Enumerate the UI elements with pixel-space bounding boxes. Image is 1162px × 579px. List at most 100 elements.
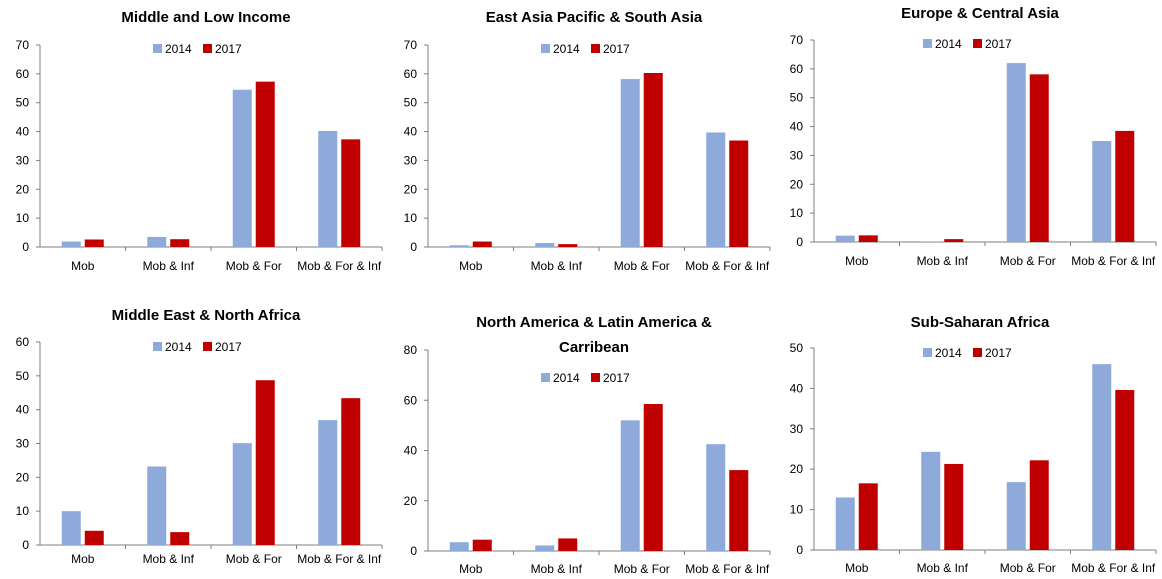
y-tick-label: 0 [22, 240, 29, 254]
legend-swatch-2014 [541, 373, 550, 382]
bar-2017-mob-inf [170, 239, 190, 247]
legend-label-2014: 2014 [165, 340, 192, 354]
x-tick-label: Mob [459, 562, 483, 576]
y-tick-label: 80 [404, 343, 418, 357]
x-tick-label: Mob & For & Inf [297, 259, 382, 273]
bar-2017-mob-for-inf [729, 470, 749, 551]
bar-2014-mob [61, 241, 81, 247]
y-tick-label: 30 [16, 153, 30, 167]
legend-swatch-2017 [591, 44, 600, 53]
legend-label-2014: 2014 [935, 37, 962, 51]
y-tick-label: 40 [16, 125, 30, 139]
legend-swatch-2017 [973, 348, 982, 357]
legend-swatch-2014 [153, 44, 162, 53]
y-tick-label: 10 [16, 504, 30, 518]
bar-2017-mob-for-inf [341, 139, 361, 247]
legend-swatch-2014 [923, 39, 932, 48]
y-tick-label: 30 [790, 148, 804, 162]
legend-label-2014: 2014 [935, 346, 962, 360]
legend-swatch-2014 [541, 44, 550, 53]
y-tick-label: 40 [790, 120, 804, 134]
bar-2017-mob-for-inf [341, 398, 361, 545]
bar-2017-mob-for-inf [1115, 130, 1135, 242]
chart-svg: North America & Latin America & Carribean… [404, 314, 771, 576]
y-tick-label: 10 [16, 211, 30, 225]
bar-2017-mob-for-inf [1115, 390, 1135, 550]
bar-2017-mob [84, 530, 104, 545]
bar-2014-mob [835, 235, 855, 242]
bar-2014-mob [61, 511, 81, 545]
bar-2014-mob-inf [921, 241, 941, 242]
legend-label-2017: 2017 [603, 371, 630, 385]
legend-label-2014: 2014 [553, 42, 580, 56]
bar-2017-mob [84, 239, 104, 247]
bar-2014-mob-for-inf [1092, 364, 1112, 550]
y-tick-label: 20 [404, 182, 418, 196]
legend-label-2014: 2014 [553, 371, 580, 385]
legend-label-2017: 2017 [603, 42, 630, 56]
y-tick-label: 70 [790, 33, 804, 47]
bar-2017-mob-for [643, 404, 663, 551]
bar-2017-mob [472, 539, 492, 551]
chart-title: Sub-Saharan Africa [911, 314, 1050, 331]
chart-svg: Middle East & North Africa 0 10 20 30 40 50 60 M… [16, 307, 383, 566]
bar-2014-mob [449, 245, 469, 247]
legend-label-2017: 2017 [985, 37, 1012, 51]
chart-panel-north-latin-america: North America & Latin America & Carribean… [388, 290, 776, 579]
y-tick-label: 20 [16, 470, 30, 484]
x-tick-label: Mob & For & Inf [297, 552, 382, 566]
x-tick-label: Mob & Inf [143, 259, 195, 273]
bar-2014-mob [835, 497, 855, 550]
bar-2017-mob-inf [944, 239, 964, 242]
y-tick-label: 60 [404, 67, 418, 81]
x-tick-label: Mob & For [1000, 561, 1056, 575]
bar-2017-mob-for-inf [729, 140, 749, 247]
y-tick-label: 20 [790, 462, 804, 476]
bar-2014-mob-for [1006, 63, 1026, 243]
x-tick-label: Mob & Inf [531, 562, 583, 576]
y-tick-label: 50 [16, 96, 30, 110]
y-tick-label: 30 [404, 153, 418, 167]
y-tick-label: 50 [16, 369, 30, 383]
y-tick-label: 0 [410, 544, 417, 558]
x-tick-label: Mob & Inf [143, 552, 195, 566]
bar-2017-mob [472, 241, 492, 247]
x-tick-label: Mob & For & Inf [685, 562, 770, 576]
bar-2017-mob-for [1029, 74, 1049, 242]
bar-2017-mob-inf [170, 532, 190, 545]
x-tick-label: Mob [845, 254, 869, 268]
y-tick-label: 40 [16, 403, 30, 417]
bar-2014-mob-for-inf [706, 132, 726, 247]
bar-2014-mob [449, 542, 469, 551]
legend-swatch-2017 [591, 373, 600, 382]
x-tick-label: Mob & For [226, 552, 282, 566]
chart-panel-middle-low-income: Middle and Low Income 0 10 20 30 40 50 60 70 Mob M… [0, 0, 388, 290]
chart-title: Carribean [559, 339, 629, 356]
bar-2014-mob-for-inf [1092, 141, 1112, 242]
bar-2014-mob-for [232, 443, 252, 545]
y-tick-label: 30 [790, 422, 804, 436]
y-tick-label: 0 [22, 538, 29, 552]
bar-2017-mob-for [643, 72, 663, 248]
x-tick-label: Mob [459, 259, 483, 273]
y-tick-label: 60 [404, 393, 418, 407]
chart-title: East Asia Pacific & South Asia [486, 9, 703, 26]
y-tick-label: 30 [16, 437, 30, 451]
legend-label-2017: 2017 [985, 346, 1012, 360]
bar-2014-mob-for [620, 420, 640, 551]
x-tick-label: Mob & For & Inf [1071, 254, 1156, 268]
x-tick-label: Mob & For [1000, 254, 1056, 268]
x-tick-label: Mob [845, 561, 869, 575]
x-tick-label: Mob & Inf [917, 561, 969, 575]
bar-2014-mob-inf [535, 242, 555, 247]
x-tick-label: Mob & Inf [917, 254, 969, 268]
legend-swatch-2014 [153, 342, 162, 351]
bar-2014-mob-for-inf [318, 130, 338, 247]
bar-2017-mob-for [255, 380, 275, 545]
bar-2017-mob-inf [944, 463, 964, 550]
y-tick-label: 10 [790, 503, 804, 517]
chart-svg: Middle and Low Income 0 10 20 30 40 50 60 70 Mob M… [16, 9, 383, 273]
y-tick-label: 40 [790, 381, 804, 395]
y-tick-label: 50 [790, 341, 804, 355]
